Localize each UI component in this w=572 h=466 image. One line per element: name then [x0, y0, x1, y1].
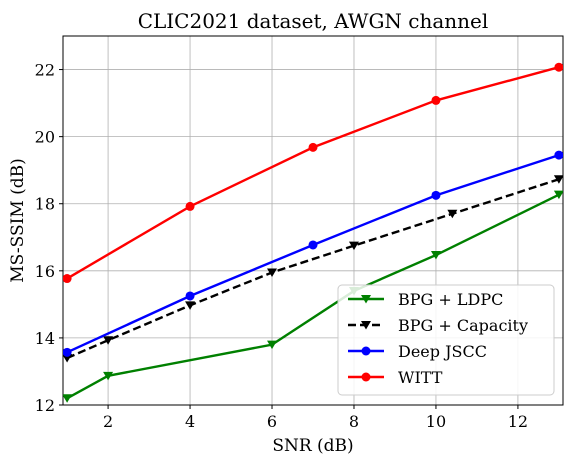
data-point: [554, 150, 563, 160]
y-tick-label: 22: [35, 61, 55, 80]
data-point: [103, 371, 114, 381]
data-point: [431, 190, 441, 200]
x-tick-label: 6: [267, 412, 277, 431]
data-point: [554, 62, 563, 72]
axis-ticks: 2 4 6 8 10 12 12 14 16 18 20 22: [35, 61, 528, 431]
x-tick-label: 8: [349, 412, 359, 431]
y-tick-label: 12: [35, 396, 55, 415]
series-bpg-capacity: [63, 175, 563, 363]
x-tick-label: 2: [103, 412, 113, 431]
data-point: [431, 95, 441, 105]
data-point: [348, 241, 359, 251]
data-point: [553, 175, 563, 184]
legend-box: [337, 284, 555, 396]
data-point: [185, 291, 195, 301]
data-point: [430, 251, 441, 260]
data-point: [308, 142, 318, 152]
legend-label: Deep JSCC: [398, 342, 487, 361]
y-tick-label: 16: [35, 262, 55, 281]
x-axis-label: SNR (dB): [272, 436, 353, 456]
x-tick-label: 10: [426, 412, 446, 431]
data-point: [103, 336, 114, 345]
legend-label: WITT: [398, 368, 443, 387]
data-point: [63, 274, 72, 284]
legend-label: BPG + Capacity: [398, 316, 528, 335]
legend-label: BPG + LDPC: [398, 290, 503, 309]
legend-marker: [361, 321, 371, 330]
data-point: [447, 209, 458, 219]
x-tick-label: 12: [508, 412, 528, 431]
data-point: [185, 301, 196, 310]
legend: BPG + LDPC BPG + Capacity Deep JSCC WITT: [337, 284, 555, 396]
y-tick-label: 14: [35, 329, 55, 348]
y-tick-label: 18: [35, 195, 55, 214]
data-point: [267, 340, 278, 350]
data-point: [267, 268, 278, 277]
legend-marker: [361, 346, 371, 356]
plot-area-frame: [62, 35, 564, 406]
y-axis-label: MS-SSIM (dB): [8, 158, 28, 283]
chart-title: CLIC2021 dataset, AWGN channel: [138, 9, 489, 33]
data-point: [63, 347, 72, 357]
data-point: [308, 240, 318, 250]
series-line: [66, 193, 560, 400]
series-deep-jscc: [63, 150, 563, 357]
y-tick-label: 20: [35, 128, 55, 147]
series-layer: [63, 62, 563, 403]
x-tick-label: 4: [185, 412, 195, 431]
data-point: [185, 201, 195, 211]
data-point: [553, 190, 563, 200]
data-point: [63, 394, 73, 403]
legend-marker: [361, 372, 371, 382]
legend-marker: [361, 295, 371, 304]
series-witt: [63, 62, 563, 284]
